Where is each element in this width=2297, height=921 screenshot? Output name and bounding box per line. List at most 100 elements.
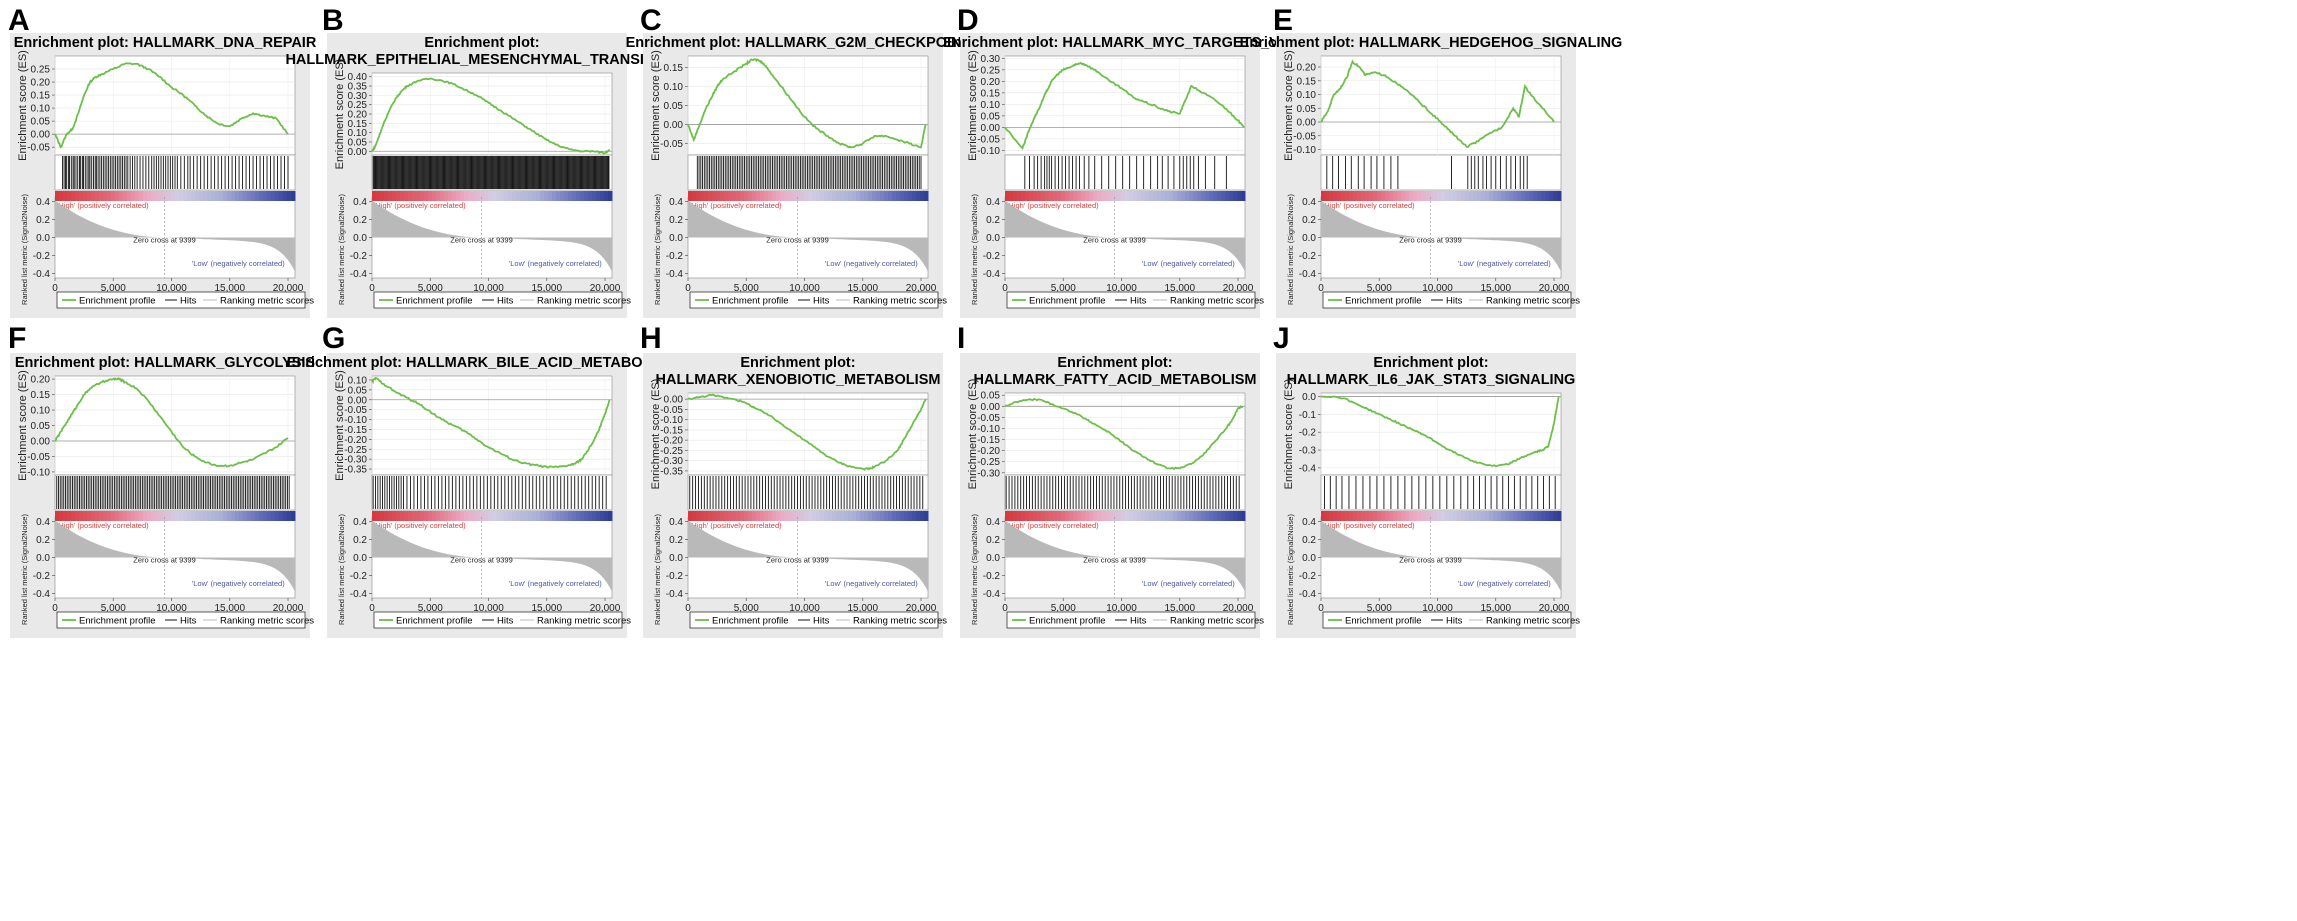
- low-correlated-label: 'Low' (negatively correlated): [192, 259, 285, 268]
- ranking-color-bar-segment: [892, 191, 897, 201]
- ranking-color-bar-segment: [504, 191, 509, 201]
- panel-title: Enrichment plot:: [1057, 355, 1172, 371]
- ranking-color-bar-segment: [692, 511, 697, 521]
- ranking-color-bar-segment: [924, 191, 929, 201]
- metric-tick-label: 0.2: [1302, 535, 1316, 546]
- ranking-color-bar-segment: [279, 191, 284, 201]
- es-tick-label: 0.20: [981, 77, 1001, 88]
- ranking-color-bar-segment: [1049, 511, 1054, 521]
- metric-tick-label: 0.4: [353, 517, 367, 528]
- ranking-color-bar-segment: [1033, 511, 1038, 521]
- legend-box: [56, 291, 306, 309]
- ranking-color-bar-segment: [1129, 511, 1134, 521]
- ranking-color-bar-segment: [1381, 511, 1386, 521]
- es-tick-label: -0.05: [660, 405, 683, 416]
- ranking-color-bar-segment: [468, 511, 473, 521]
- ranking-color-bar-segment: [484, 511, 489, 521]
- metric-axis-label: Ranked list metric (Signal2Noise): [970, 514, 979, 625]
- panel-letter: E: [1273, 4, 1293, 37]
- ranking-color-bar-segment: [255, 511, 260, 521]
- ranking-color-bar-segment: [1097, 511, 1102, 521]
- ranking-color-bar-segment: [860, 511, 865, 521]
- ranking-color-bar-segment: [115, 511, 120, 521]
- ranking-color-bar-segment: [75, 511, 80, 521]
- zero-cross-label: Zero cross at 9399: [133, 236, 196, 245]
- ranking-color-bar-segment: [924, 511, 929, 521]
- ranking-color-bar-segment: [760, 191, 765, 201]
- ranking-color-bar-segment: [848, 511, 853, 521]
- es-tick-label: -0.05: [977, 134, 1000, 145]
- ranking-color-bar-segment: [87, 191, 92, 201]
- ranking-metric-area: [688, 200, 928, 272]
- metric-tick-label: -0.2: [983, 251, 1001, 262]
- es-tick-label: 0.10: [348, 375, 368, 386]
- ranking-color-bar-segment: [852, 511, 857, 521]
- ranking-color-bar-segment: [135, 191, 140, 201]
- x-tick-label: 5,000: [418, 603, 443, 614]
- ranking-color-bar-segment: [235, 191, 240, 201]
- ranking-color-bar-segment: [1493, 511, 1498, 521]
- ranking-color-bar-segment: [716, 511, 721, 521]
- low-correlated-label: 'Low' (negatively correlated): [1142, 579, 1235, 588]
- legend-box: [373, 291, 623, 309]
- es-tick-label: -0.2: [1299, 428, 1317, 439]
- ranking-color-bar-segment: [1145, 191, 1150, 201]
- es-axis-label: Enrichment score (ES): [967, 379, 979, 490]
- metric-tick-label: -0.2: [1299, 251, 1317, 262]
- high-correlated-label: 'High' (positively correlated): [1007, 521, 1099, 530]
- panel-letter: F: [8, 322, 26, 355]
- ranking-color-bar-segment: [123, 511, 128, 521]
- ranking-color-bar-segment: [207, 191, 212, 201]
- ranking-color-bar-segment: [440, 191, 445, 201]
- x-tick-label: 5,000: [101, 603, 126, 614]
- metric-tick-label: 0.2: [1302, 215, 1316, 226]
- ranking-color-bar-segment: [492, 511, 497, 521]
- ranking-color-bar-segment: [143, 191, 148, 201]
- ranking-color-bar-segment: [444, 191, 449, 201]
- ranking-color-bar-segment: [704, 511, 709, 521]
- x-tick-label: 10,000: [789, 603, 820, 614]
- ranking-color-bar-segment: [1397, 191, 1402, 201]
- ranking-color-bar-segment: [195, 191, 200, 201]
- ranking-color-bar-segment: [1225, 191, 1230, 201]
- ranking-color-bar-segment: [724, 511, 729, 521]
- ranking-color-bar-segment: [1101, 191, 1106, 201]
- ranking-color-bar-segment: [1141, 511, 1146, 521]
- x-tick-label: 10,000: [156, 603, 187, 614]
- ranking-color-bar-segment: [1353, 191, 1358, 201]
- ranking-color-bar-segment: [872, 511, 877, 521]
- ranking-color-bar-segment: [1189, 511, 1194, 521]
- ranking-color-bar-segment: [1373, 511, 1378, 521]
- enrichment-profile-line: [54, 62, 289, 149]
- ranking-color-bar-segment: [500, 191, 505, 201]
- ranking-color-bar-segment: [876, 191, 881, 201]
- es-tick-label: 0.25: [348, 100, 368, 111]
- ranking-color-bar-segment: [1081, 511, 1086, 521]
- x-tick-label: 10,000: [156, 283, 187, 294]
- ranking-color-bar-segment: [175, 191, 180, 201]
- x-tick-label: 20,000: [906, 603, 937, 614]
- ranking-color-bar-segment: [1209, 191, 1214, 201]
- es-tick-label: -0.15: [660, 425, 683, 436]
- ranking-color-bar-segment: [1513, 511, 1518, 521]
- ranking-color-bar-segment: [1553, 191, 1558, 201]
- low-correlated-label: 'Low' (negatively correlated): [1142, 259, 1235, 268]
- x-tick-label: 20,000: [590, 283, 621, 294]
- ranking-color-bar-segment: [1481, 191, 1486, 201]
- metric-tick-label: 0.4: [1302, 197, 1316, 208]
- ranking-metric-area: [1321, 520, 1561, 592]
- ranking-color-bar-segment: [1237, 191, 1242, 201]
- es-tick-label: 0.05: [348, 137, 368, 148]
- ranking-color-bar-segment: [283, 511, 288, 521]
- ranking-color-bar-segment: [708, 191, 713, 201]
- legend-box: [1006, 611, 1256, 629]
- ranking-color-bar-segment: [75, 191, 80, 201]
- es-tick-label: 0.15: [31, 91, 51, 102]
- es-tick-label: -0.35: [344, 465, 367, 476]
- ranking-color-bar-segment: [572, 191, 577, 201]
- ranking-color-bar-segment: [592, 511, 597, 521]
- metric-tick-label: 0.4: [353, 197, 367, 208]
- low-correlated-label: 'Low' (negatively correlated): [192, 579, 285, 588]
- ranking-color-bar-segment: [508, 191, 513, 201]
- ranking-color-bar-segment: [223, 191, 228, 201]
